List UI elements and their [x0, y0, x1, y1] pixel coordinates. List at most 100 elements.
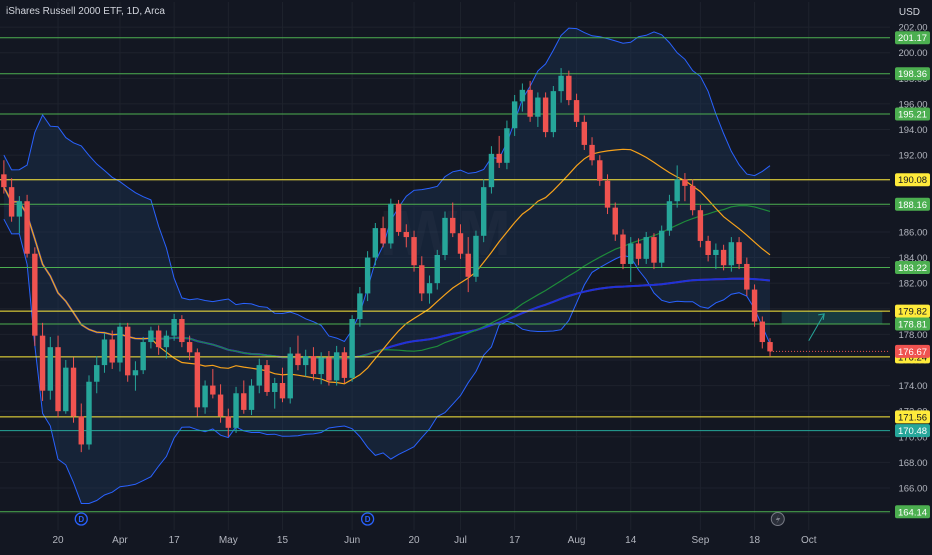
x-axis-tick-label: 20	[52, 535, 64, 546]
candle-body	[403, 231, 410, 238]
y-axis-tick-label: 178.00	[898, 330, 927, 341]
candle-body	[32, 253, 38, 336]
x-axis-tick-label: Jun	[344, 535, 360, 546]
y-axis-tick-label: 200.00	[898, 48, 927, 59]
level-price-label: 178.81	[898, 320, 927, 331]
x-axis-tick-label: 14	[625, 535, 637, 546]
level-price-tag[interactable]	[895, 424, 930, 438]
price-axis-background	[890, 0, 932, 550]
candle-body	[457, 233, 464, 254]
level-price-tag[interactable]	[895, 197, 930, 211]
candle-body	[550, 91, 557, 133]
candle-body	[364, 257, 371, 294]
x-axis-tick-label: 15	[277, 535, 289, 546]
candle-body	[380, 228, 386, 244]
level-price-tag[interactable]	[895, 261, 930, 275]
candle-body	[767, 342, 773, 352]
candle-body	[434, 254, 440, 284]
level-price-tag[interactable]	[895, 67, 930, 81]
level-price-tag[interactable]	[895, 173, 930, 187]
candle-body	[39, 335, 46, 391]
candle-body	[465, 253, 471, 277]
candle-body	[651, 237, 657, 263]
candle-body	[302, 356, 309, 366]
level-price-tag[interactable]	[895, 505, 930, 519]
candle-body	[171, 319, 177, 336]
candle-body	[643, 237, 649, 259]
candle-body	[419, 265, 425, 294]
level-price-tag[interactable]	[895, 304, 930, 318]
x-axis-tick-label: Oct	[801, 535, 817, 546]
y-axis-tick-label: 168.00	[898, 458, 927, 469]
candle-body	[179, 319, 185, 343]
y-axis-tick-label: 174.00	[898, 381, 927, 392]
candle-body	[372, 228, 379, 258]
level-price-label: 188.16	[898, 200, 927, 211]
candle-body	[140, 342, 146, 371]
dividend-icon[interactable]	[74, 512, 88, 526]
candle-body	[1, 174, 7, 188]
candle-body	[566, 75, 572, 101]
x-axis-tick-label: 17	[169, 535, 181, 546]
candle-body	[256, 365, 262, 386]
y-axis-tick-label: 182.00	[898, 279, 927, 290]
currency-label[interactable]: USD	[898, 7, 920, 18]
level-price-tag[interactable]	[895, 107, 930, 121]
candle-body	[674, 179, 680, 202]
candle-body	[132, 370, 139, 376]
candle-body	[527, 89, 533, 117]
candle-body	[604, 180, 611, 208]
level-price-label: 195.21	[898, 110, 927, 121]
flash-bolt-glyph	[775, 514, 781, 524]
candle-body	[186, 342, 193, 353]
candle-body	[480, 187, 487, 236]
level-price-label: 183.22	[898, 263, 927, 274]
candle-body	[357, 293, 363, 320]
candle-body	[589, 144, 595, 161]
y-axis-tick-label: 202.00	[898, 23, 927, 34]
level-price-label: 179.82	[898, 307, 927, 318]
candle-body	[202, 385, 208, 408]
candle-body	[63, 367, 69, 412]
candle-body	[728, 242, 735, 266]
candle-body	[395, 203, 402, 232]
x-axis-tick-label: 20	[408, 535, 420, 546]
candle-body	[148, 330, 154, 343]
bollinger-lower-line	[3, 218, 771, 504]
x-axis-tick-label: 17	[509, 535, 521, 546]
candle-body	[272, 383, 278, 392]
level-price-tag[interactable]	[895, 31, 930, 45]
forecast-range-box[interactable]	[781, 311, 883, 325]
candle-body	[94, 365, 100, 382]
x-axis-tick-label: Apr	[112, 535, 128, 546]
candle-body	[163, 335, 170, 348]
candle-body	[488, 153, 495, 188]
level-price-tag[interactable]	[895, 317, 930, 331]
candle-body	[117, 326, 123, 363]
candle-body	[705, 240, 711, 255]
candle-body	[233, 393, 239, 428]
candle-body	[744, 263, 750, 290]
level-price-label: 201.17	[898, 33, 927, 44]
candle-body	[682, 179, 688, 186]
level-price-tag[interactable]	[895, 410, 930, 424]
level-price-label: 164.14	[898, 507, 927, 518]
bollinger-upper-line	[3, 27, 771, 343]
candle-body	[597, 160, 603, 181]
candle-body	[658, 230, 665, 263]
candle-body	[411, 237, 417, 266]
y-axis-tick-label: 186.00	[898, 227, 927, 238]
last-price-tag	[895, 344, 930, 358]
x-axis-tick-label: May	[219, 535, 238, 546]
candle-body	[194, 352, 201, 408]
candle-body	[558, 75, 564, 92]
y-axis-tick-label: 184.00	[898, 253, 927, 264]
up-arrow-icon[interactable]	[808, 313, 825, 342]
level-price-label: 171.56	[898, 412, 927, 423]
y-axis-tick-label: 170.00	[898, 432, 927, 443]
dividend-icon[interactable]	[360, 512, 375, 526]
dividend-icon-glyph: D	[78, 515, 84, 524]
candle-body	[8, 187, 15, 217]
